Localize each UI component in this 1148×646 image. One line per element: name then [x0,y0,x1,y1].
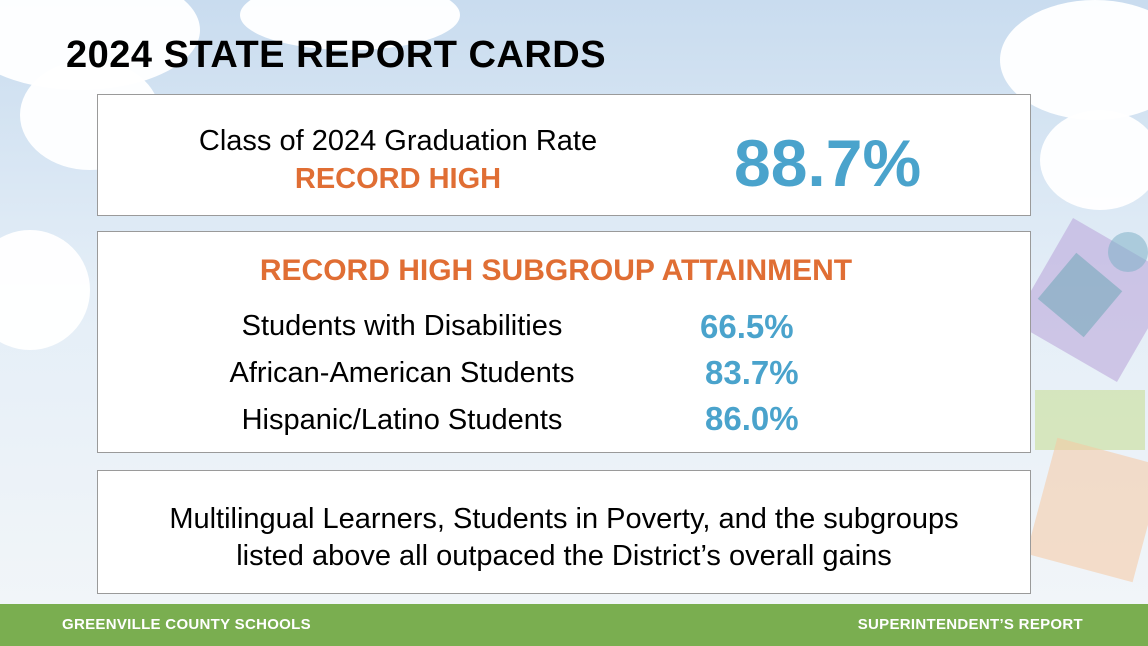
footer-report-name: SUPERINTENDENT’S REPORT [857,616,1083,633]
subgroup-box: RECORD HIGH SUBGROUP ATTAINMENT Students… [97,231,1031,453]
slide-title: 2024 STATE REPORT CARDS [66,34,607,76]
subgroup-label: African-American Students [229,357,575,389]
graduation-rate-box: Class of 2024 Graduation Rate RECORD HIG… [97,94,1031,216]
subgroup-label: Hispanic/Latino Students [241,404,563,436]
summary-note-box: Multilingual Learners, Students in Pover… [97,470,1031,594]
footer-district-name: GREENVILLE COUNTY SCHOOLS [62,616,311,633]
summary-note: Multilingual Learners, Students in Pover… [98,501,1030,575]
graduation-label: Class of 2024 Graduation Rate [198,125,598,157]
subgroup-value: 83.7% [705,354,799,391]
green-shape [1035,390,1145,450]
record-high-tag: RECORD HIGH [294,163,502,195]
subgroup-value: 86.0% [705,400,799,437]
subgroup-heading: RECORD HIGH SUBGROUP ATTAINMENT [259,254,853,287]
circle-shape [1108,232,1148,272]
subgroup-value: 66.5% [700,308,794,345]
footer-bar: GREENVILLE COUNTY SCHOOLS SUPERINTENDENT… [0,604,1148,646]
orange-shape [1026,437,1148,583]
summary-note-line: Multilingual Learners, Students in Pover… [169,503,959,535]
graduation-rate-value: 88.7% [734,126,922,200]
summary-note-line: listed above all outpaced the District’s… [236,540,892,572]
subgroup-label: Students with Disabilities [241,310,563,342]
cloud-decoration [0,230,90,350]
cloud-decoration [1040,110,1148,210]
